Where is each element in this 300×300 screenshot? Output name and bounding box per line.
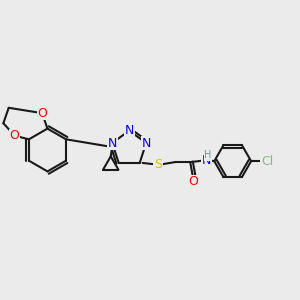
Text: N: N bbox=[202, 154, 211, 167]
Text: N: N bbox=[142, 136, 151, 149]
Text: N: N bbox=[107, 136, 117, 149]
Text: O: O bbox=[188, 176, 198, 188]
Text: S: S bbox=[154, 158, 162, 171]
Text: O: O bbox=[10, 129, 20, 142]
Text: O: O bbox=[37, 106, 47, 120]
Text: H: H bbox=[204, 150, 212, 160]
Text: Cl: Cl bbox=[261, 155, 273, 168]
Text: N: N bbox=[124, 124, 134, 137]
